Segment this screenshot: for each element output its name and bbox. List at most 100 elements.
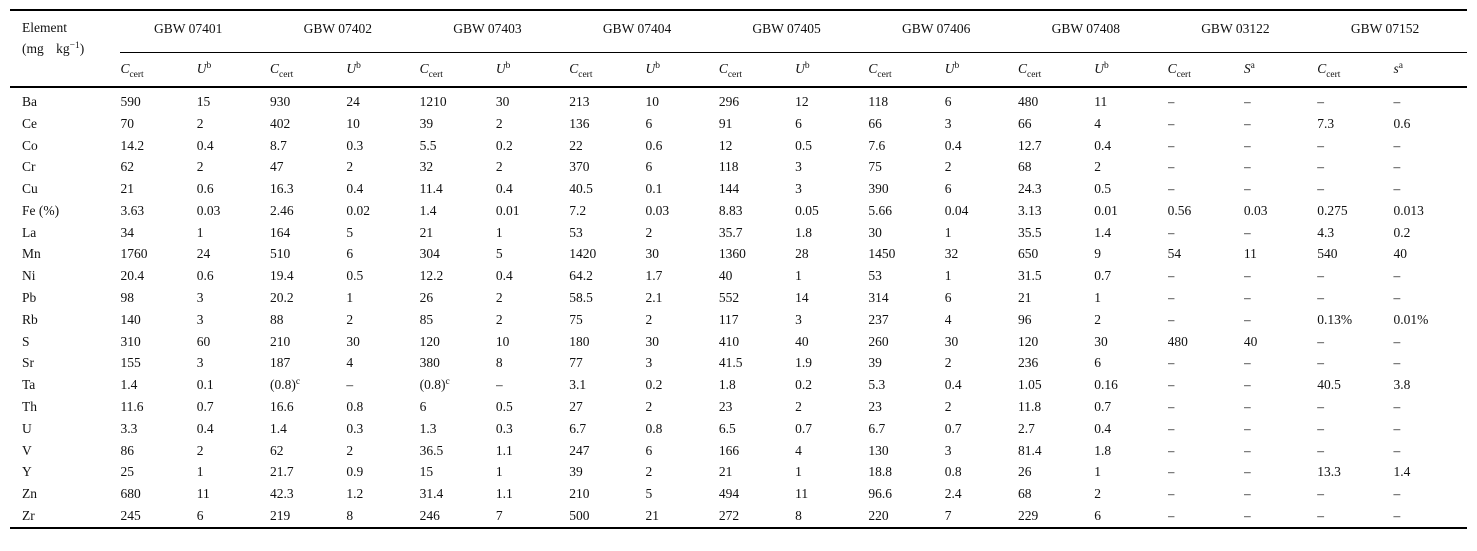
table-row: Fe (%) 3.63 0.03 2.46 0.02 1.4 0.01 7.2 0.03 8.83… <box>10 200 1467 222</box>
value-cell: – <box>1167 420 1175 436</box>
group-header: GBW 07403 <box>419 10 570 53</box>
value-cell: – <box>1167 398 1175 414</box>
value-cell: 3.63 <box>120 202 145 218</box>
cert-concentration-header: Ccert <box>569 52 646 88</box>
value-cell: 77 <box>569 355 583 371</box>
value-cell: 3.1 <box>569 377 587 393</box>
value-cell: 2 <box>196 442 204 458</box>
value-cell: 66 <box>1018 115 1032 131</box>
element-cell: V <box>22 442 32 458</box>
table-row: Co 14.2 0.4 8.7 0.3 5.5 0.2 22 0.6 12 0.5 7.6 0.4 12.… <box>10 135 1467 157</box>
value-cell: 40.5 <box>1317 377 1341 393</box>
value-cell: 42.3 <box>270 486 294 502</box>
value-cell: 6.7 <box>868 420 886 436</box>
value-cell: 2.1 <box>645 290 663 306</box>
value-cell: 12 <box>795 94 809 109</box>
value-cell: 21 <box>1018 290 1032 306</box>
value-cell: 1 <box>346 290 354 306</box>
value-cell: 32 <box>944 246 959 262</box>
table-row: Sr 155 3 187 4 380 8 77 3 41.5 1.9 39 2 236 6 – – – – <box>10 353 1467 375</box>
table-row: Y 25 1 21.7 0.9 15 1 39 2 21 1 18.8 0.8 26 1 – – 13.3 1.4 <box>10 461 1467 483</box>
value-cell: 40 <box>1243 333 1258 349</box>
value-cell: 0.01% <box>1393 311 1429 327</box>
value-cell: 1.8 <box>795 224 812 240</box>
value-cell: 155 <box>120 355 141 371</box>
value-cell: 2 <box>645 311 653 327</box>
value-cell: 2 <box>346 311 354 327</box>
value-cell: – <box>1243 137 1251 153</box>
value-cell: 2 <box>495 290 503 306</box>
value-cell: 3 <box>944 442 952 458</box>
value-cell: 21 <box>120 181 134 197</box>
cert-concentration-header: Ccert <box>419 52 496 88</box>
subheader-row: Ccert Ub Ccert Ub Ccert Ub Ccert Ub Ccert Ub Ccert… <box>10 52 1467 88</box>
value-cell: (0.8)c <box>270 377 301 393</box>
value-cell: 310 <box>120 333 141 349</box>
value-cell: – <box>1243 507 1251 523</box>
value-cell: 20.2 <box>270 290 294 306</box>
value-cell: 6 <box>944 290 952 306</box>
value-cell: 1 <box>495 224 503 240</box>
value-cell: 0.6 <box>196 268 214 284</box>
value-cell: 1 <box>795 268 802 284</box>
value-cell: – <box>1393 398 1401 414</box>
value-cell: – <box>1317 159 1324 175</box>
uncertainty-header: Ub <box>346 52 420 88</box>
element-cell: Y <box>22 464 32 480</box>
value-cell: 11 <box>795 486 809 502</box>
element-cell: S <box>22 333 30 349</box>
value-cell: 0.6 <box>645 137 663 153</box>
value-cell: 32 <box>419 159 434 175</box>
value-cell: 20.4 <box>120 268 145 284</box>
value-cell: – <box>1243 464 1251 480</box>
value-cell: 5 <box>645 486 653 502</box>
value-cell: 0.8 <box>645 420 663 436</box>
value-cell: 14 <box>795 290 809 306</box>
value-cell: 187 <box>270 355 291 371</box>
value-cell: 7.3 <box>1317 115 1335 131</box>
value-cell: 8 <box>795 507 802 523</box>
element-cell: Ta <box>22 377 36 393</box>
value-cell: – <box>346 377 354 393</box>
value-cell: 6 <box>645 115 653 131</box>
value-cell: – <box>1317 507 1324 523</box>
value-cell: 9 <box>1094 246 1102 262</box>
value-cell: 4 <box>944 311 952 327</box>
value-cell: 75 <box>868 159 882 175</box>
value-cell: 1 <box>944 224 952 240</box>
value-cell: 24 <box>346 94 360 109</box>
value-cell: 0.4 <box>944 137 962 153</box>
value-cell: 40 <box>1393 246 1407 262</box>
element-cell: Co <box>22 137 38 153</box>
value-cell: 30 <box>495 94 510 109</box>
value-cell: – <box>1393 507 1401 523</box>
element-cell: Ni <box>22 268 36 284</box>
table-body: Ba 590 15 930 24 1210 30 213 10 296 12 118 6 480 11– – –… <box>10 87 1467 528</box>
table-row: Cr 62 2 47 2 32 2 370 6 118 3 75 2 68 2 – – – – <box>10 157 1467 179</box>
value-cell: 6 <box>645 159 653 175</box>
value-cell: 1.9 <box>795 355 812 371</box>
table-row: V 86 2 62 2 36.5 1.1 247 6 166 4 130 3 81.4 1.8 – – – – <box>10 440 1467 462</box>
uncertainty-header: Ub <box>645 52 719 88</box>
value-cell: 2 <box>495 115 503 131</box>
value-cell: 0.3 <box>346 420 364 436</box>
value-cell: 2 <box>196 115 204 131</box>
value-cell: 2.7 <box>1018 420 1035 436</box>
value-cell: 0.03 <box>645 202 670 218</box>
value-cell: 1 <box>196 224 204 240</box>
value-cell: 30 <box>868 224 882 240</box>
value-cell: 1.2 <box>346 486 364 502</box>
value-cell: 130 <box>868 442 889 458</box>
value-cell: 0.4 <box>196 137 214 153</box>
value-cell: – <box>1393 181 1401 197</box>
element-cell: Zr <box>22 507 35 523</box>
value-cell: 10 <box>346 115 360 131</box>
value-cell: 85 <box>419 311 434 327</box>
value-cell: 0.4 <box>944 377 962 393</box>
value-cell: 8 <box>495 355 503 371</box>
value-cell: 680 <box>120 486 141 502</box>
value-cell: 27 <box>569 398 583 414</box>
value-cell: 6 <box>419 398 427 414</box>
value-cell: – <box>1167 94 1175 109</box>
value-cell: 4.3 <box>1317 224 1335 240</box>
